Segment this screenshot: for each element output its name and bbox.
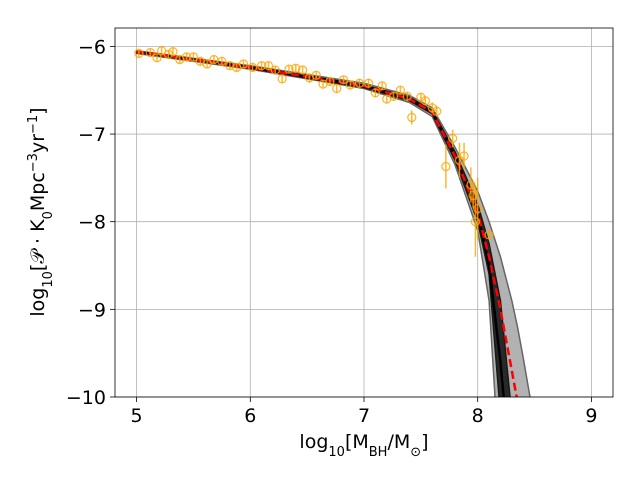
data-point <box>202 59 212 69</box>
data-point <box>377 81 387 91</box>
data-point <box>311 70 321 80</box>
data-point <box>181 52 192 62</box>
label-part: ] <box>421 431 428 453</box>
data-point <box>345 80 356 90</box>
data-point <box>420 96 431 106</box>
data-point <box>363 78 374 88</box>
data-point <box>470 217 481 227</box>
data-point <box>332 83 342 94</box>
data-point <box>168 47 178 57</box>
label-part: 10 <box>41 271 56 288</box>
data-point <box>270 65 280 75</box>
label-part: ⊙ <box>410 445 421 460</box>
confidence-band <box>135 49 531 397</box>
data-point <box>134 48 144 59</box>
data-point <box>432 106 442 116</box>
label-part: /M <box>387 431 410 453</box>
label-part: −1 <box>26 115 41 134</box>
label-part: log <box>299 431 328 453</box>
data-point <box>297 65 308 75</box>
data-point <box>247 62 258 73</box>
data-point <box>473 203 483 214</box>
data-point <box>225 61 235 71</box>
y-tick-label: −9 <box>78 299 106 321</box>
data-point <box>407 112 417 123</box>
x-tick-label: 9 <box>585 405 597 427</box>
data-point <box>448 133 458 144</box>
data-point <box>395 85 406 95</box>
label-part: BH <box>369 445 388 460</box>
data-point <box>459 151 469 161</box>
data-point <box>277 74 287 84</box>
y-tick-label: −8 <box>78 212 106 234</box>
label-part: [M <box>345 431 369 453</box>
data-point <box>217 56 227 66</box>
label-part: ] <box>27 107 49 114</box>
data-point <box>152 53 162 63</box>
data-point <box>263 61 274 71</box>
data-point <box>354 78 365 88</box>
data-point <box>338 75 349 85</box>
x-axis-label: log10[MBH/M⊙] <box>299 431 428 460</box>
label-part: 0 <box>41 211 56 219</box>
data-point <box>145 47 155 58</box>
y-tick-label: −6 <box>78 36 106 58</box>
data-point <box>466 180 476 190</box>
label-part: 10 <box>328 445 345 460</box>
plot-area <box>134 46 531 397</box>
data-point <box>484 230 494 240</box>
label-part: −3 <box>26 153 41 172</box>
x-tick-label: 8 <box>472 405 484 427</box>
label-part: Mpc <box>27 172 49 211</box>
data-point <box>291 63 301 73</box>
y-axis-label: log10[𝒫 · K0Mpc−3yr−1] <box>26 107 56 316</box>
x-tick-label: 7 <box>358 405 370 427</box>
label-part: log <box>27 288 49 317</box>
label-part: yr <box>27 134 49 153</box>
data-point <box>402 91 412 102</box>
x-tick-label: 5 <box>131 405 143 427</box>
label-part: [𝒫 · K <box>27 219 49 271</box>
model-line <box>136 50 518 397</box>
y-tick-label: −7 <box>78 124 106 146</box>
data-point <box>188 52 199 62</box>
data-point <box>257 61 267 71</box>
data-point <box>238 59 249 69</box>
y-tick-label: −10 <box>66 387 106 409</box>
data-point <box>370 88 381 98</box>
x-tick-label: 6 <box>244 405 256 427</box>
ticks: 5 6 7 8 9 −10 −9 −8 −7 −6 <box>66 36 598 427</box>
data-point <box>388 91 399 102</box>
data-point <box>284 64 294 74</box>
data-point <box>441 161 451 172</box>
data-point <box>325 76 335 87</box>
